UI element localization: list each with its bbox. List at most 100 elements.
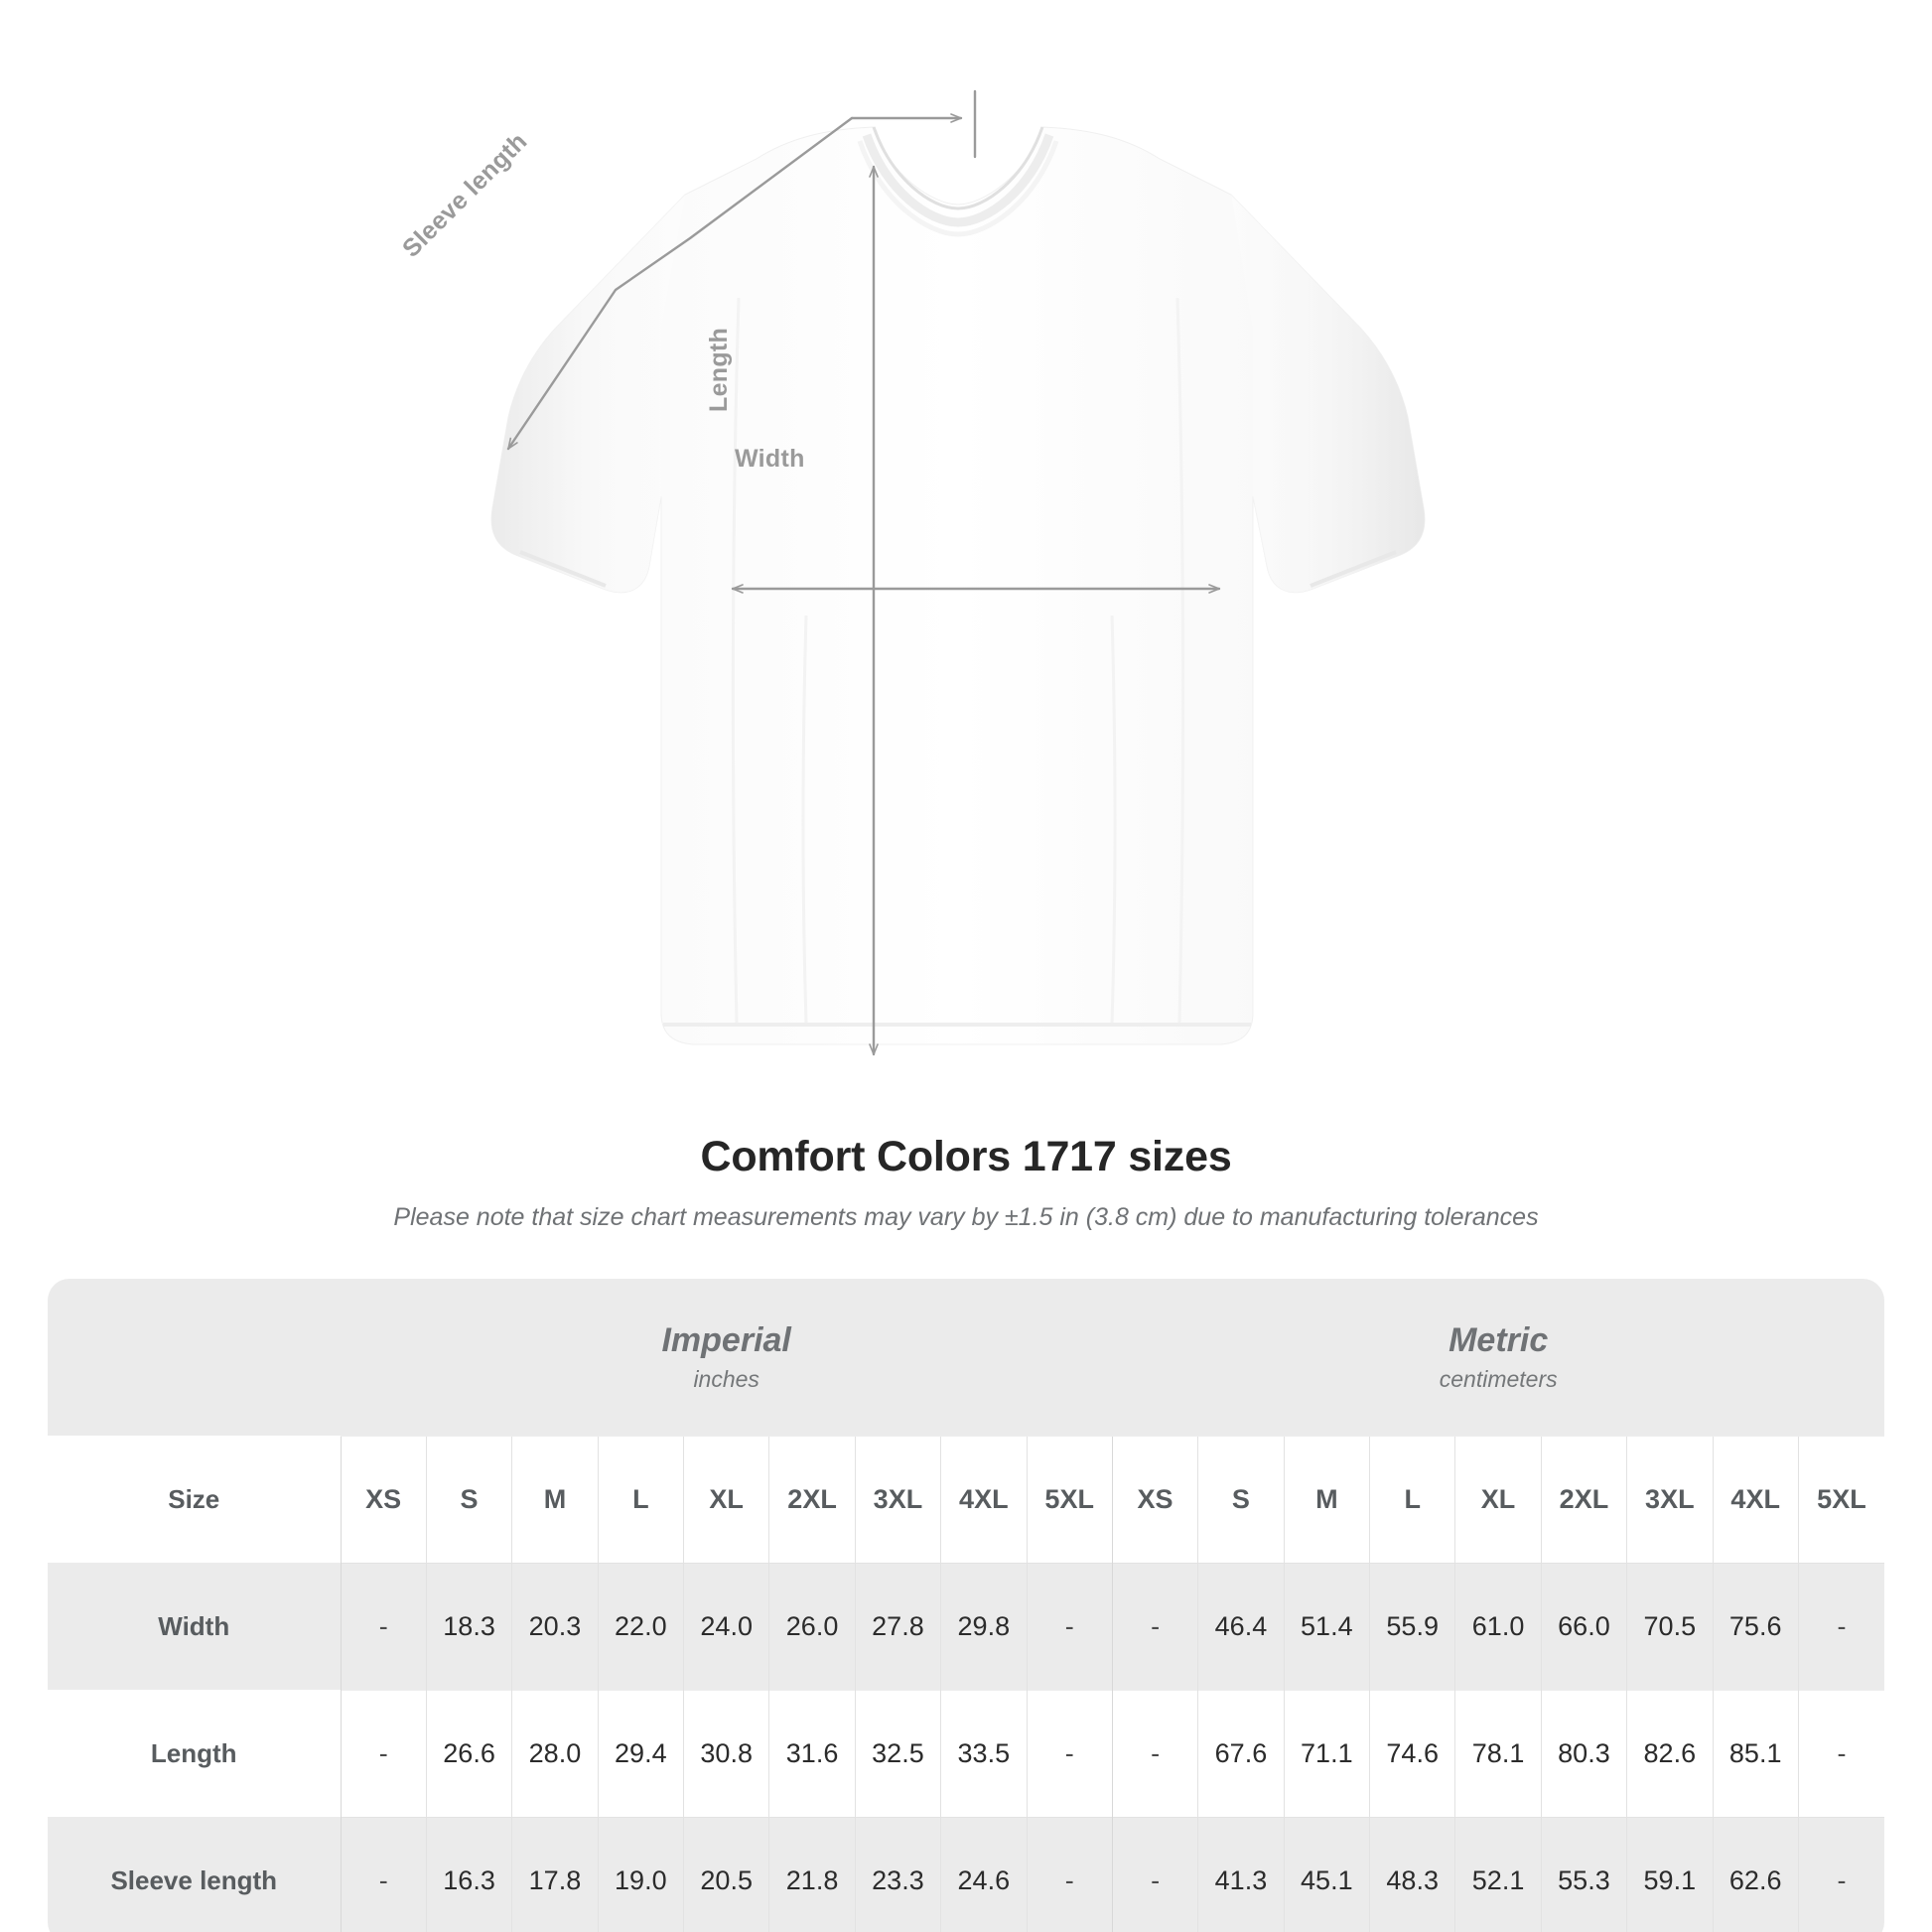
cell-sleeve-length-imperial-2xl: 21.8 [768,1816,856,1932]
size-column-header: Size [48,1436,341,1563]
cell-width-imperial-s: 18.3 [425,1562,512,1690]
cell-sleeve-length-imperial-xs: - [340,1816,427,1932]
cell-length-imperial-l: 29.4 [597,1689,684,1817]
size-header-metric-xl: XL [1454,1435,1542,1563]
unit-system-unit: centimeters [1439,1365,1558,1392]
cell-sleeve-length-imperial-xl: 20.5 [682,1816,769,1932]
cell-length-imperial-5xl: - [1026,1689,1113,1817]
unit-system-header-metric: Metric centimeters [1112,1279,1884,1436]
size-header-row: Size XS S M L XL 2XL 3XL 4XL 5XL XS S M L XL 2XL 3XL 4XL 5… [48,1435,1884,1563]
length-label: Length [705,327,733,412]
size-header-imperial-xs: XS [340,1435,427,1563]
cell-length-imperial-xs: - [340,1689,427,1817]
size-header-metric-xs: XS [1111,1435,1198,1563]
cell-length-metric-s: 67.6 [1197,1689,1285,1817]
cell-sleeve-length-metric-4xl: 62.6 [1712,1816,1799,1932]
cell-length-metric-2xl: 80.3 [1540,1689,1627,1817]
width-label: Width [735,445,805,473]
unit-system-header-imperial: Imperial inches [341,1279,1113,1436]
size-header-imperial-s: S [425,1435,512,1563]
unit-system-unit: inches [693,1365,759,1392]
size-header-metric-s: S [1197,1435,1285,1563]
cell-length-imperial-4xl: 33.5 [940,1689,1027,1817]
size-header-imperial-2xl: 2XL [768,1435,856,1563]
unit-system-name: Imperial [661,1320,791,1359]
cell-sleeve-length-imperial-l: 19.0 [597,1816,684,1932]
cell-sleeve-length-metric-xl: 52.1 [1454,1816,1542,1932]
table-row: Sleeve length -16.3 17.8 19.0 20.5 21.8 23.3 24… [48,1816,1884,1932]
cell-width-imperial-m: 20.3 [511,1562,599,1690]
sleeve-diagonal-arrow [506,116,854,451]
cell-width-imperial-l: 22.0 [597,1562,684,1690]
cell-length-imperial-s: 26.6 [425,1689,512,1817]
tolerance-note: Please note that size chart measurements… [393,1202,1539,1231]
cell-width-imperial-xs: - [340,1562,427,1690]
cell-sleeve-length-metric-2xl: 55.3 [1540,1816,1627,1932]
row-label-width: Width [48,1563,341,1690]
shirt-body-shape [490,126,1426,1045]
cell-width-imperial-xl: 24.0 [682,1562,769,1690]
cell-width-metric-s: 46.4 [1197,1562,1285,1690]
size-header-metric-4xl: 4XL [1712,1435,1799,1563]
cell-sleeve-length-imperial-m: 17.8 [511,1816,599,1932]
cell-width-metric-xs: - [1111,1562,1198,1690]
size-header-metric-l: L [1368,1435,1455,1563]
cell-length-imperial-3xl: 32.5 [854,1689,941,1817]
cell-sleeve-length-metric-5xl: - [1797,1816,1884,1932]
cell-length-metric-xs: - [1111,1689,1198,1817]
size-header-imperial-m: M [511,1435,599,1563]
cell-length-imperial-xl: 30.8 [682,1689,769,1817]
size-header-imperial-4xl: 4XL [940,1435,1027,1563]
cell-sleeve-length-metric-l: 48.3 [1368,1816,1455,1932]
page-title: Comfort Colors 1717 sizes [700,1133,1232,1180]
cell-sleeve-length-metric-xs: - [1111,1816,1198,1932]
size-header-metric-m: M [1283,1435,1370,1563]
size-header-imperial-3xl: 3XL [854,1435,941,1563]
cell-width-metric-3xl: 70.5 [1626,1562,1713,1690]
row-label-length: Length [48,1690,341,1817]
unit-system-header-row: Imperial inches Metric centimeters [48,1279,1884,1436]
size-header-imperial-xl: XL [682,1435,769,1563]
cell-width-metric-l: 55.9 [1368,1562,1455,1690]
size-table-container: Imperial inches Metric centimeters Size XS S M L… [48,1279,1884,1932]
unit-system-name: Metric [1449,1320,1549,1359]
cell-sleeve-length-imperial-4xl: 24.6 [940,1816,1027,1932]
cell-sleeve-length-imperial-5xl: - [1026,1816,1113,1932]
cell-width-metric-5xl: - [1797,1562,1884,1690]
cell-sleeve-length-imperial-s: 16.3 [425,1816,512,1932]
cell-width-imperial-4xl: 29.8 [940,1562,1027,1690]
cell-length-metric-l: 74.6 [1368,1689,1455,1817]
cell-sleeve-length-metric-m: 45.1 [1283,1816,1370,1932]
cell-length-metric-xl: 78.1 [1454,1689,1542,1817]
cell-sleeve-length-metric-s: 41.3 [1197,1816,1285,1932]
table-corner-spacer [48,1279,341,1436]
tshirt-measurement-diagram: Sleeve length Length Width [397,89,1426,1056]
cell-width-imperial-3xl: 27.8 [854,1562,941,1690]
table-row: Width -18.3 20.3 22.0 24.0 26.0 27.8 29.8- -46.4… [48,1562,1884,1690]
tshirt-illustration [490,89,1426,1056]
cell-length-imperial-m: 28.0 [511,1689,599,1817]
size-header-metric-3xl: 3XL [1626,1435,1713,1563]
row-label-sleeve-length: Sleeve length [48,1817,341,1932]
table-row: Length -26.6 28.0 29.4 30.8 31.6 32.5 33.5- -67.… [48,1689,1884,1817]
title-block: Comfort Colors 1717 sizes Please note th… [0,1132,1932,1233]
cell-width-metric-2xl: 66.0 [1540,1562,1627,1690]
cell-width-metric-m: 51.4 [1283,1562,1370,1690]
size-header-imperial-l: L [597,1435,684,1563]
cell-width-imperial-5xl: - [1026,1562,1113,1690]
cell-length-metric-5xl: - [1797,1689,1884,1817]
cell-sleeve-length-imperial-3xl: 23.3 [854,1816,941,1932]
cell-length-metric-m: 71.1 [1283,1689,1370,1817]
cell-length-metric-4xl: 85.1 [1712,1689,1799,1817]
cell-length-metric-3xl: 82.6 [1626,1689,1713,1817]
size-header-imperial-5xl: 5XL [1026,1435,1113,1563]
size-header-metric-5xl: 5XL [1797,1435,1884,1563]
cell-sleeve-length-metric-3xl: 59.1 [1626,1816,1713,1932]
size-table: Imperial inches Metric centimeters Size XS S M L… [48,1279,1884,1932]
cell-width-metric-xl: 61.0 [1454,1562,1542,1690]
size-header-metric-2xl: 2XL [1540,1435,1627,1563]
cell-length-imperial-2xl: 31.6 [768,1689,856,1817]
cell-width-metric-4xl: 75.6 [1712,1562,1799,1690]
sleeve-length-dimension [506,89,977,451]
